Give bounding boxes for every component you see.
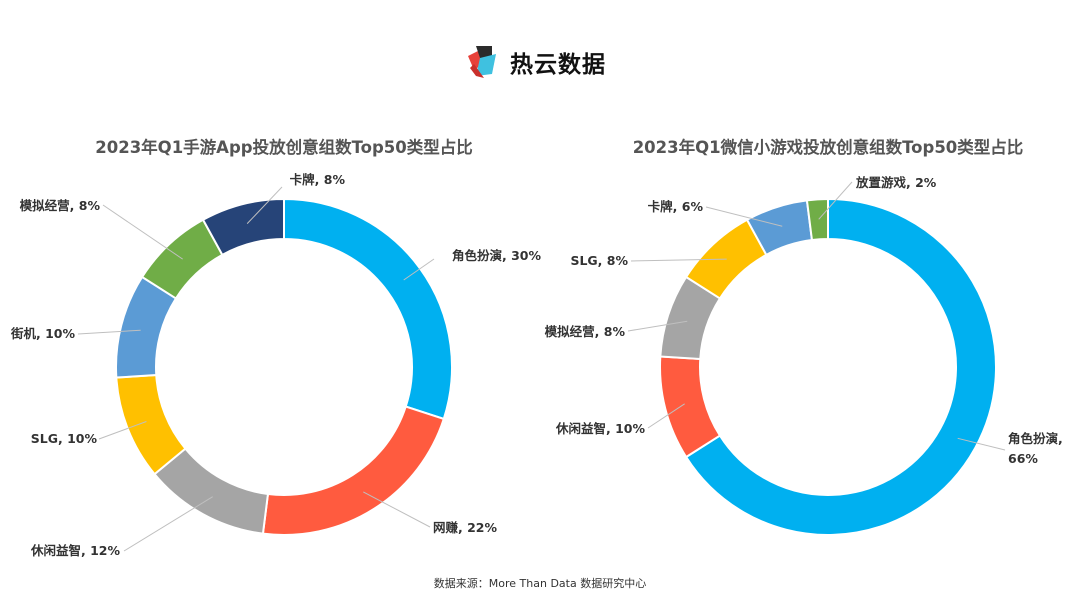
donut-slice-2 [659, 355, 722, 459]
leader-line [363, 491, 431, 528]
brand-logo: 热云数据 [462, 42, 606, 82]
leader-line [627, 320, 688, 332]
leader-line [705, 206, 783, 227]
slice-label: 网赚, 22% [433, 520, 497, 535]
leader-line [403, 258, 435, 281]
slice-label: 角色扮演, 66% [1008, 431, 1063, 466]
donut-slice-2 [261, 405, 446, 536]
chart-title: 2023年Q1微信小游戏投放创意组数Top50类型占比 [633, 137, 1024, 157]
slice-label: 卡牌, 8% [290, 172, 346, 187]
donut-slice-6 [805, 197, 829, 242]
leader-line [246, 186, 283, 224]
slice-label: SLG, 8% [570, 253, 628, 268]
slice-label: 角色扮演, 30% [452, 248, 541, 263]
leader-line [98, 421, 147, 440]
slice-label: 模拟经营, 8% [20, 198, 101, 213]
slice-label: SLG, 10% [31, 431, 98, 446]
leader-line [77, 329, 141, 335]
slice-label: 休闲益智, 12% [30, 543, 120, 558]
donut-slice-1 [684, 197, 997, 536]
slice-label: 街机, 10% [10, 326, 75, 341]
leader-line [647, 403, 685, 429]
leader-line [102, 204, 183, 260]
chart-title: 2023年Q1手游App投放创意组数Top50类型占比 [95, 137, 473, 157]
leader-line [818, 181, 853, 220]
slice-label: 模拟经营, 8% [545, 324, 626, 339]
leader-line [957, 437, 1006, 451]
slice-label: 放置游戏, 2% [855, 175, 937, 190]
leader-line [123, 496, 213, 552]
donut-slice-3 [153, 447, 270, 535]
leader-line [630, 258, 727, 262]
slice-label: 卡牌, 6% [648, 199, 704, 214]
donut-slice-1 [283, 197, 453, 421]
donut-slice-7 [201, 197, 285, 257]
slice-label: 休闲益智, 10% [555, 421, 645, 436]
data-source-note: 数据来源：More Than Data 数据研究中心 [433, 577, 647, 590]
brand-name: 热云数据 [510, 52, 606, 78]
reyun-cube-logo-icon [468, 46, 496, 78]
